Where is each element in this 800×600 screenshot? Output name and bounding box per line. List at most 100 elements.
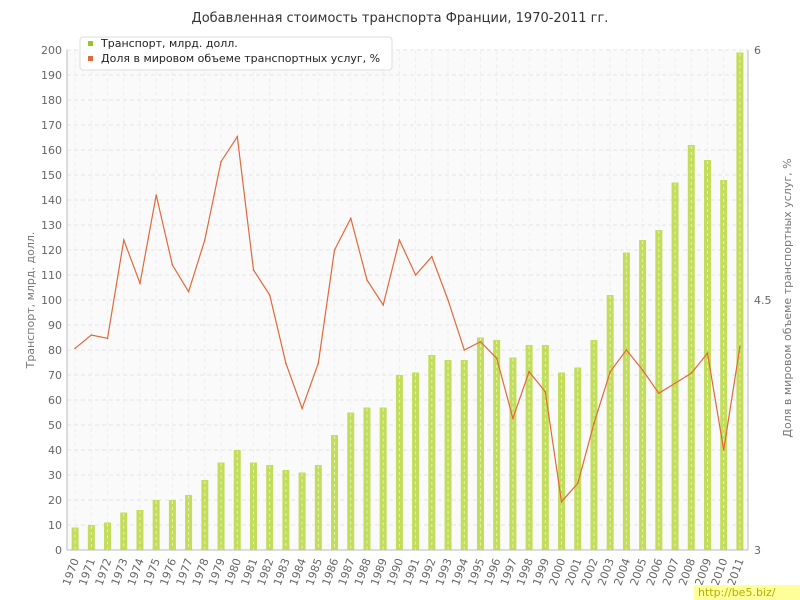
legend-swatch-bars bbox=[88, 41, 93, 46]
line-point-1978 bbox=[204, 239, 206, 241]
line-point-1974 bbox=[139, 282, 141, 285]
line-point-2001 bbox=[576, 482, 579, 485]
y-tick-label: 40 bbox=[48, 444, 62, 457]
y-tick-label: 0 bbox=[55, 544, 62, 557]
line-point-2008 bbox=[690, 372, 693, 375]
bar-1973 bbox=[120, 512, 128, 550]
line-point-1976 bbox=[171, 264, 174, 266]
x-axis-ticks: 1970197119721973197419751976197719781979… bbox=[60, 557, 747, 588]
y-tick-label: 30 bbox=[48, 469, 62, 482]
line-point-1998 bbox=[528, 370, 530, 373]
legend: Транспорт, млрд. долл. Доля в мировом об… bbox=[79, 36, 393, 71]
line-point-1986 bbox=[333, 249, 336, 251]
line-point-1993 bbox=[447, 299, 449, 301]
y-tick-label: 120 bbox=[41, 244, 62, 257]
line-point-2010 bbox=[722, 449, 725, 451]
bar-2000 bbox=[558, 372, 566, 550]
y-tick-label: 90 bbox=[48, 319, 62, 332]
line-point-2007 bbox=[674, 382, 676, 385]
line-point-2011 bbox=[739, 345, 741, 348]
y-tick-label: 190 bbox=[41, 69, 62, 82]
line-point-1977 bbox=[187, 290, 190, 293]
line-point-1973 bbox=[122, 239, 125, 241]
line-point-1987 bbox=[349, 217, 352, 220]
legend-label-line: Доля в мировом объеме транспортных услуг… bbox=[101, 52, 380, 65]
legend-swatch-line bbox=[88, 56, 93, 61]
legend-label-bars: Транспорт, млрд. долл. bbox=[100, 37, 238, 50]
line-point-1996 bbox=[495, 357, 498, 360]
line-point-1980 bbox=[236, 135, 239, 138]
bar-1991 bbox=[412, 372, 420, 550]
line-point-1999 bbox=[544, 390, 547, 393]
y-tick-label: 20 bbox=[48, 494, 62, 507]
line-point-2005 bbox=[641, 369, 644, 371]
line-point-2006 bbox=[658, 392, 660, 395]
line-point-1981 bbox=[252, 269, 255, 271]
line-point-1990 bbox=[398, 239, 401, 241]
y-axis-right-title: Доля в мировом объеме транспортных услуг… bbox=[781, 158, 794, 437]
y2-tick-label: 4.5 bbox=[754, 294, 772, 307]
y-axis-right-ticks: 34.56 bbox=[754, 44, 772, 557]
y2-tick-label: 6 bbox=[754, 44, 761, 57]
bar-1970 bbox=[71, 527, 79, 550]
line-point-1979 bbox=[220, 160, 222, 163]
line-point-1997 bbox=[512, 417, 514, 420]
line-point-1984 bbox=[301, 407, 303, 410]
bar-2010 bbox=[720, 180, 728, 550]
y-tick-label: 150 bbox=[41, 169, 62, 182]
watermark-text: http://be5.biz/ bbox=[698, 586, 776, 599]
line-point-1971 bbox=[90, 334, 93, 336]
line-point-1995 bbox=[479, 340, 482, 343]
line-point-2009 bbox=[706, 352, 709, 355]
bar-1978 bbox=[201, 480, 209, 550]
bar-2008 bbox=[687, 145, 695, 550]
line-point-1994 bbox=[463, 349, 466, 351]
bar-1988 bbox=[363, 407, 371, 550]
y2-tick-label: 3 bbox=[754, 544, 761, 557]
watermark: http://be5.biz/ bbox=[694, 585, 800, 600]
chart-title: Добавленная стоимость транспорта Франции… bbox=[192, 11, 609, 26]
bar-1993 bbox=[444, 360, 452, 550]
line-point-1983 bbox=[285, 362, 287, 365]
y-tick-label: 80 bbox=[48, 344, 62, 357]
line-point-1975 bbox=[155, 194, 157, 196]
line-point-1972 bbox=[106, 337, 109, 340]
line-point-1988 bbox=[366, 279, 368, 281]
bar-1971 bbox=[87, 525, 95, 550]
line-point-2004 bbox=[625, 349, 628, 351]
axes bbox=[66, 50, 749, 551]
bar-1995 bbox=[476, 337, 484, 550]
line-point-1989 bbox=[382, 304, 384, 306]
bar-1989 bbox=[379, 407, 387, 550]
line-point-1982 bbox=[268, 294, 271, 296]
bar-1982 bbox=[266, 465, 274, 550]
bar-1994 bbox=[460, 360, 468, 550]
bar-1999 bbox=[541, 345, 549, 550]
bar-2005 bbox=[639, 240, 647, 550]
y-tick-label: 50 bbox=[48, 419, 62, 432]
y-tick-label: 170 bbox=[41, 119, 62, 132]
y-axis-left-title: Транспорт, млрд. долл. bbox=[24, 232, 37, 370]
y-axis-left-ticks: 0 10 20 30 40 50 60 70 80 90 100 110 120 130 140 150 160… bbox=[41, 44, 62, 557]
line-point-2000 bbox=[560, 500, 563, 503]
legend-box bbox=[79, 36, 393, 71]
bar-series bbox=[71, 52, 744, 550]
line-path bbox=[74, 134, 741, 504]
line-point-1991 bbox=[414, 274, 417, 276]
watermark-bg bbox=[694, 585, 800, 600]
line-point-2003 bbox=[609, 370, 611, 373]
y-tick-label: 130 bbox=[41, 219, 62, 232]
y-tick-label: 160 bbox=[41, 144, 62, 157]
y-tick-label: 70 bbox=[48, 369, 62, 382]
line-point-2002 bbox=[593, 422, 595, 425]
bar-1985 bbox=[314, 465, 322, 550]
bar-2004 bbox=[622, 252, 630, 550]
y-tick-label: 100 bbox=[41, 294, 62, 307]
bar-1998 bbox=[525, 345, 533, 550]
y-tick-label: 140 bbox=[41, 194, 62, 207]
line-point-1985 bbox=[317, 362, 320, 365]
y-tick-label: 200 bbox=[41, 44, 62, 57]
y-tick-label: 60 bbox=[48, 394, 62, 407]
line-point-1970 bbox=[74, 347, 76, 350]
